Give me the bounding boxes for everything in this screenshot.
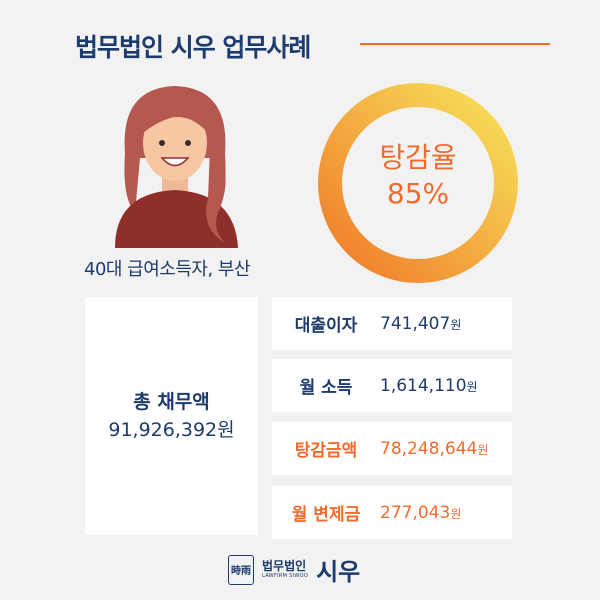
footer-logo: 時雨 법무법인 LAWFIRM SIWOO 시우 <box>228 552 360 587</box>
brand-small: 법무법인 <box>262 559 307 573</box>
brand-sub: LAWFIRM SIWOO <box>262 573 309 579</box>
total-debt-label: 총 채무액 <box>133 391 210 413</box>
logo-mark: 時雨 <box>228 554 254 585</box>
donut-label: 탕감율 <box>379 141 457 174</box>
row-label: 대출이자 <box>294 316 358 336</box>
donut-value: 85% <box>386 177 450 210</box>
monthly-payment-row: 월 변제금 277,043원 <box>272 486 512 539</box>
row-value: 741,407 <box>380 313 451 334</box>
row-label: 탕감금액 <box>294 441 358 461</box>
reduced-amount-row: 탕감금액 78,248,644원 <box>272 422 512 475</box>
row-unit: 원 <box>450 317 462 332</box>
monthly-income-row: 월 소득 1,614,110원 <box>272 359 512 412</box>
row-unit: 원 <box>477 442 489 457</box>
title-divider <box>360 43 550 45</box>
page-title: 법무법인 시우 업무사례 <box>75 33 311 62</box>
loan-interest-row: 대출이자 741,407원 <box>272 297 512 350</box>
brand-big: 시우 <box>316 558 361 586</box>
row-label: 월 소득 <box>299 378 353 398</box>
row-label: 월 변제금 <box>291 505 361 525</box>
row-value: 1,614,110 <box>380 375 467 396</box>
total-debt-card: 총 채무액 91,926,392원 <box>85 297 258 535</box>
donut-label-group: 탕감율 85% <box>308 140 528 212</box>
row-unit: 원 <box>450 506 462 521</box>
total-debt-value: 91,926,392원 <box>108 419 235 441</box>
row-value: 277,043 <box>380 502 451 523</box>
woman-illustration <box>115 86 238 248</box>
row-value: 78,248,644 <box>380 438 478 459</box>
profile-caption: 40대 급여소득자, 부산 <box>84 259 251 280</box>
row-unit: 원 <box>466 379 478 394</box>
reduction-rate-donut <box>318 83 518 283</box>
donut-ring <box>318 83 518 283</box>
